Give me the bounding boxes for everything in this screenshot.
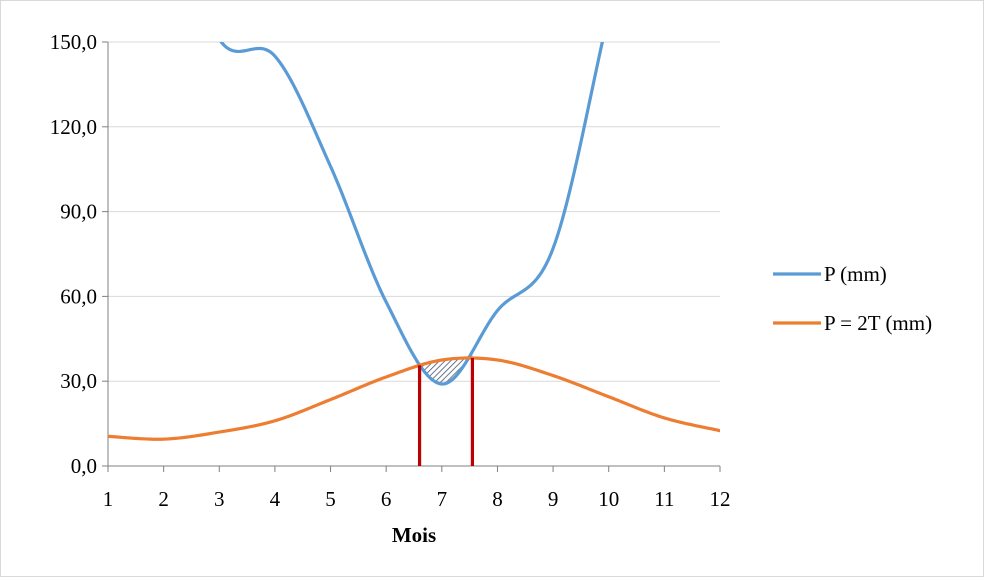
y-tick-label: 30,0 bbox=[60, 369, 97, 393]
x-tick-label: 10 bbox=[598, 487, 619, 511]
x-axis-title: Mois bbox=[392, 523, 436, 547]
x-tick-label: 11 bbox=[654, 487, 674, 511]
x-tick-label: 9 bbox=[548, 487, 559, 511]
legend-label: P = 2T (mm) bbox=[824, 311, 932, 335]
legend: P (mm) P = 2T (mm) bbox=[773, 262, 932, 335]
x-tick-label: 3 bbox=[214, 487, 225, 511]
legend-label: P (mm) bbox=[824, 262, 887, 286]
y-tick-label: 60,0 bbox=[60, 284, 97, 308]
dry-period-hatch bbox=[419, 351, 473, 384]
dry-period-markers bbox=[417, 357, 475, 466]
x-tick-label: 8 bbox=[492, 487, 503, 511]
y-tick-labels: 0,0 30,0 60,0 90,0 120,0 150,0 bbox=[50, 30, 97, 478]
x-tick-label: 5 bbox=[325, 487, 336, 511]
axes bbox=[102, 41, 721, 472]
dry-period-area bbox=[419, 351, 473, 384]
y-tick-label: 150,0 bbox=[50, 30, 97, 54]
y-tick-label: 0,0 bbox=[71, 454, 97, 478]
x-tick-label: 2 bbox=[158, 487, 169, 511]
x-tick-label: 6 bbox=[381, 487, 392, 511]
x-tick-label: 7 bbox=[437, 487, 448, 511]
gridlines bbox=[108, 41, 720, 382]
y-tick-label: 90,0 bbox=[60, 200, 97, 224]
x-tick-label: 4 bbox=[270, 487, 281, 511]
series-lines bbox=[108, 42, 720, 441]
series-line-2 bbox=[108, 356, 720, 441]
series-line-1 bbox=[219, 42, 604, 386]
y-tick-label: 120,0 bbox=[50, 115, 97, 139]
x-tick-labels: 1 2 3 4 5 6 7 8 9 10 11 12 bbox=[103, 487, 731, 511]
x-tick-label: 12 bbox=[710, 487, 731, 511]
x-tick-label: 1 bbox=[103, 487, 114, 511]
